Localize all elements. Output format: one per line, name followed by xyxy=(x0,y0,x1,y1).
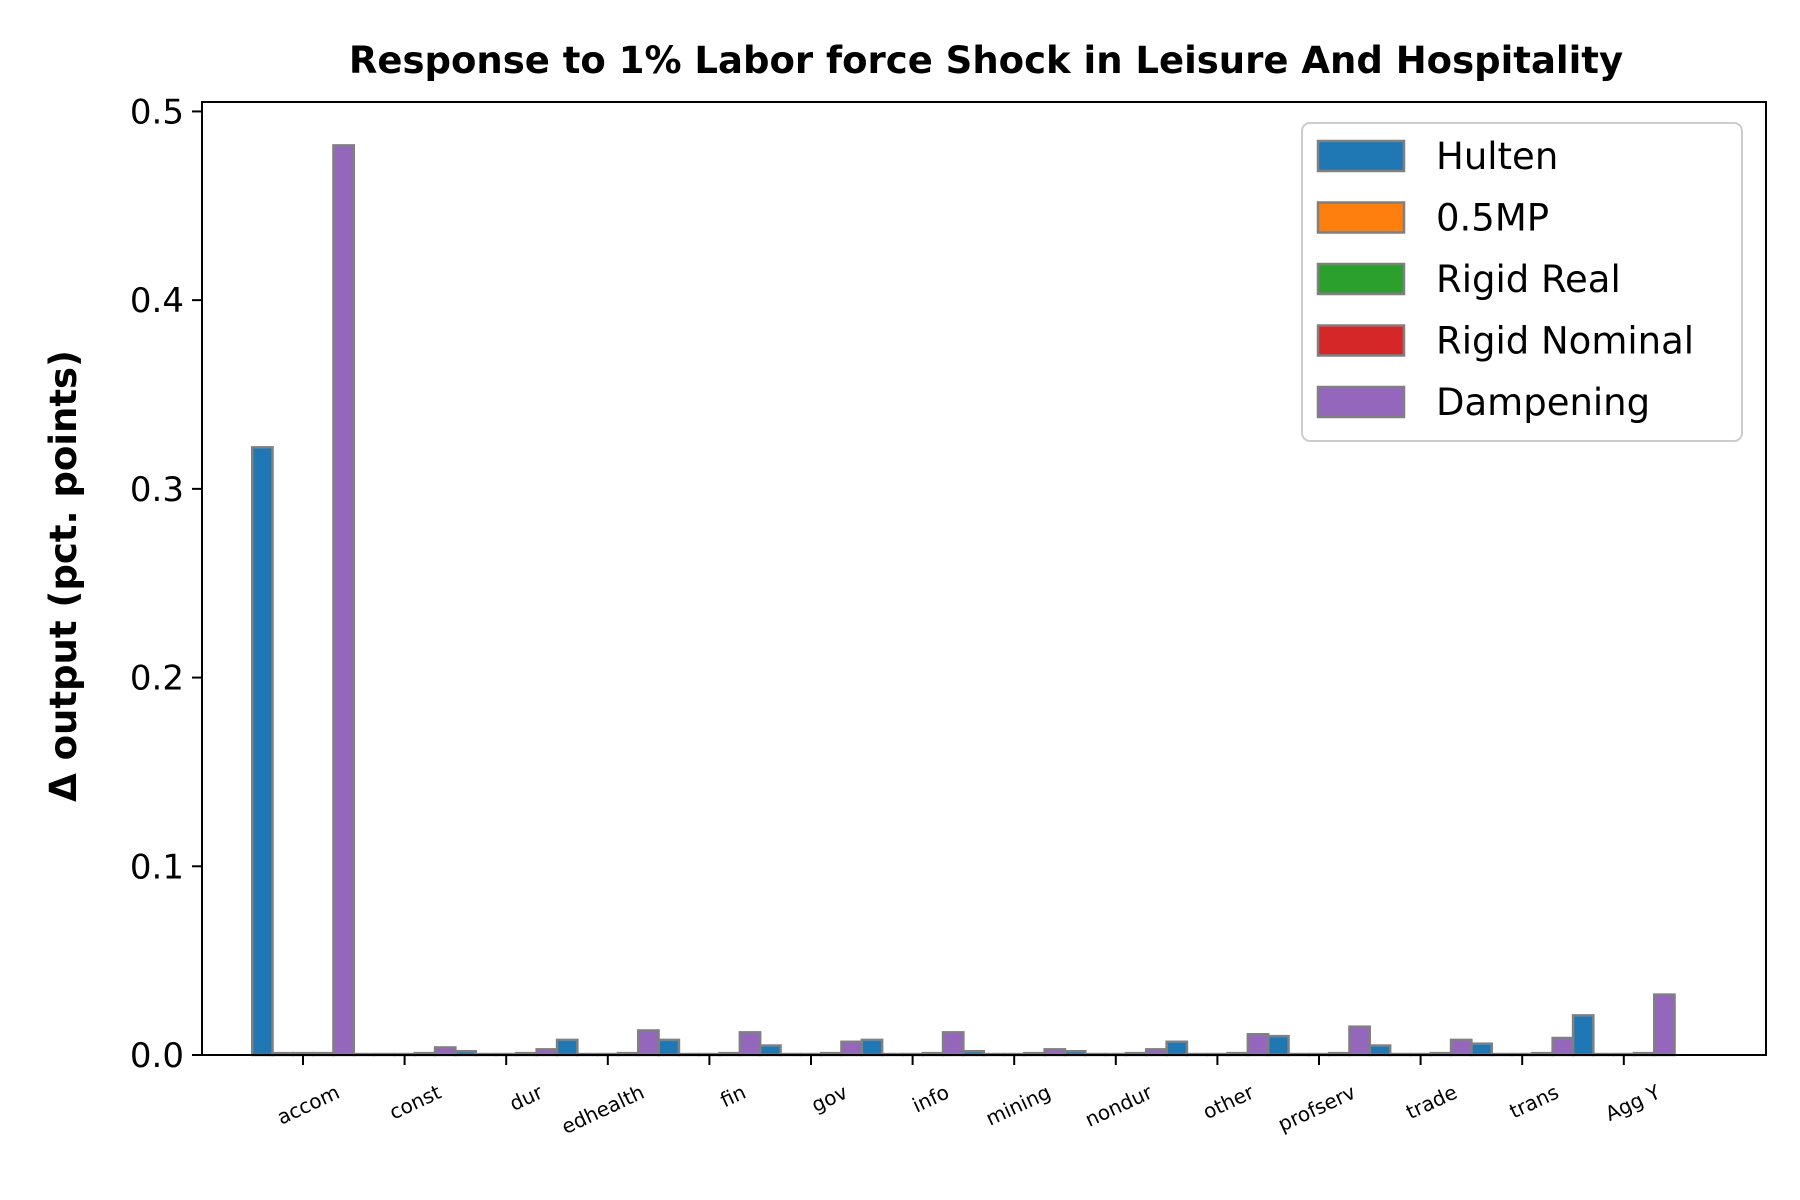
y-tick-label: 0.0 xyxy=(130,1036,184,1076)
legend-swatch-dampening xyxy=(1316,385,1406,419)
y-tick-label: 0.2 xyxy=(130,659,184,699)
bar-hulten-accom xyxy=(251,446,274,1057)
bar-dampening-const xyxy=(433,1046,457,1057)
bar-hulten-other xyxy=(1165,1040,1189,1057)
bar-dampening-fin xyxy=(738,1031,762,1057)
bar-hulten-profserv xyxy=(1267,1034,1290,1057)
legend-label-rigid-nominal: Rigid Nominal xyxy=(1436,320,1694,363)
y-tick-label: 0.1 xyxy=(130,847,184,887)
x-tick-label: nondur xyxy=(1081,1079,1156,1131)
x-tick-label: Agg Y xyxy=(1602,1079,1665,1125)
series-hulten xyxy=(251,446,1595,1057)
legend-swatch-hulten xyxy=(1316,139,1406,173)
bar-dampening-info xyxy=(941,1031,965,1057)
y-tick-label: 0.3 xyxy=(130,470,184,510)
bar-hulten-trade xyxy=(1368,1044,1392,1057)
bar-dampening-agg-y xyxy=(1653,993,1676,1057)
legend-label-rigid-real: Rigid Real xyxy=(1436,258,1621,301)
y-tick-label: 0.4 xyxy=(130,281,184,321)
bar-dampening-gov xyxy=(840,1040,864,1057)
bar-dampening-trans xyxy=(1551,1036,1575,1057)
bar-dampening-other xyxy=(1246,1032,1270,1057)
bar-dampening-accom xyxy=(332,144,356,1057)
plot-frame xyxy=(201,101,1767,1056)
x-tick-label: info xyxy=(909,1080,953,1118)
series-dampening xyxy=(332,144,1676,1057)
legend-label-0-5mp: 0.5MP xyxy=(1436,197,1549,240)
chart-title: Response to 1% Labor force Shock in Leis… xyxy=(349,39,1623,82)
bar-hulten-gov xyxy=(759,1044,782,1057)
x-tick-label: trade xyxy=(1402,1080,1460,1124)
legend-label-hulten: Hulten xyxy=(1436,135,1558,178)
bar-hulten-agg-y xyxy=(1571,1014,1595,1057)
x-tick-label: fin xyxy=(716,1080,749,1112)
legend-swatch-rigid-real xyxy=(1316,262,1406,296)
legend-swatch-rigid-nominal xyxy=(1316,324,1406,357)
legend-box xyxy=(1301,122,1743,442)
legend-swatch-0-5mp xyxy=(1316,201,1406,234)
bar-dampening-profserv xyxy=(1348,1025,1371,1057)
bar-hulten-edhealth xyxy=(555,1038,579,1057)
x-tick-label: edhealth xyxy=(558,1080,648,1139)
x-tick-label: mining xyxy=(982,1080,1054,1131)
x-tick-label: profserv xyxy=(1274,1080,1359,1137)
bars-layer xyxy=(251,144,1676,1057)
legend: Hulten 0.5MP Rigid Real Rigid Nominal Dampen… xyxy=(1301,122,1743,442)
x-tick-label: const xyxy=(385,1080,444,1125)
x-tick-label: dur xyxy=(506,1079,547,1115)
legend-label-dampening: Dampening xyxy=(1436,381,1650,424)
y-tick-label: 0.5 xyxy=(130,92,184,132)
bar-hulten-fin xyxy=(657,1038,681,1057)
y-axis-label: Δ output (pct. points) xyxy=(42,350,85,802)
bar-dampening-edhealth xyxy=(637,1029,660,1057)
x-tick-label: accom xyxy=(273,1080,343,1130)
x-tick-label: other xyxy=(1199,1079,1258,1124)
bar-hulten-info xyxy=(860,1038,884,1057)
bar-hulten-trans xyxy=(1470,1042,1493,1057)
bar-dampening-trade xyxy=(1449,1038,1473,1057)
x-tick-label: trans xyxy=(1506,1080,1563,1123)
x-tick-label: gov xyxy=(808,1080,852,1117)
